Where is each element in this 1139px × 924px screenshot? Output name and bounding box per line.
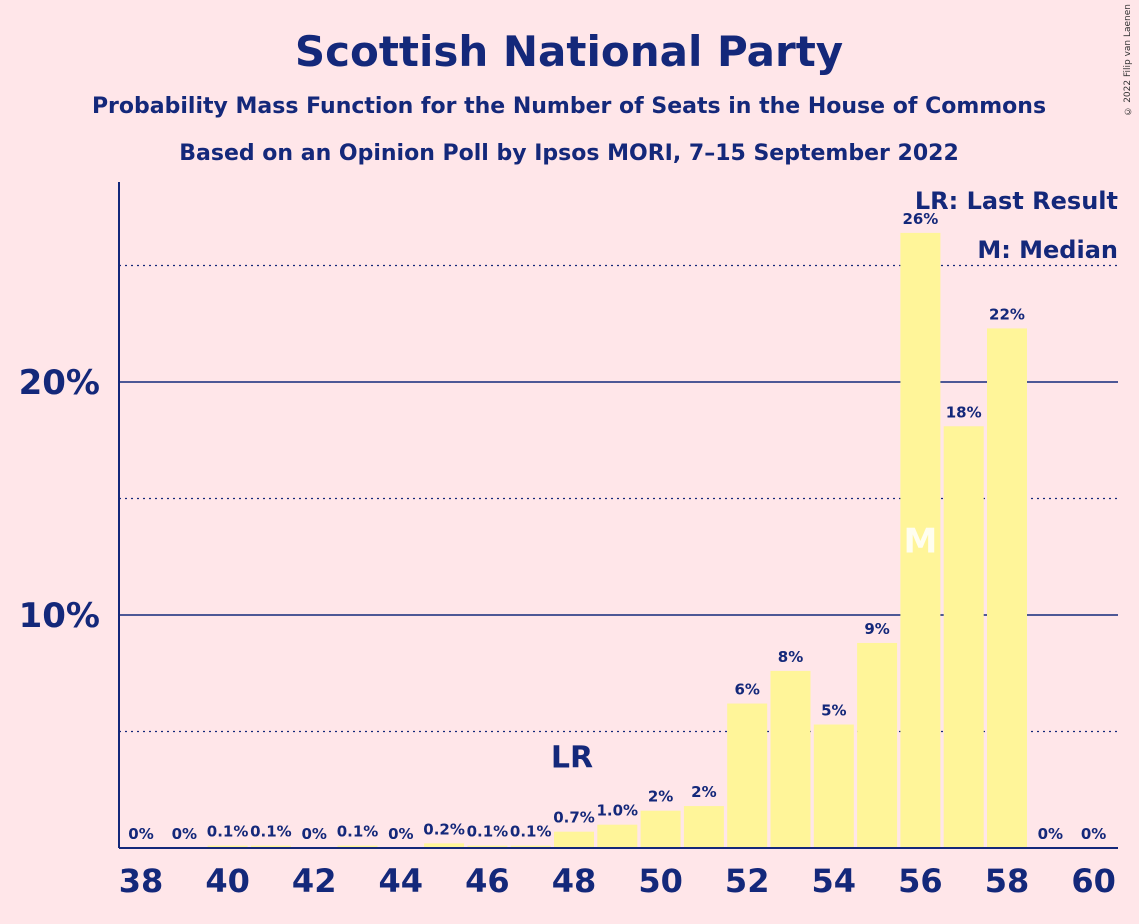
bar-label-seat-46: 0.1% [467, 823, 509, 841]
bar-seat-52 [727, 704, 767, 848]
x-tick-label: 46 [465, 862, 510, 900]
bars: 0% 0% 0.1% 0.1% 0% 0.1% 0% 0.2% 0.1% 0.1%0.7% 1.0%… [128, 210, 1106, 848]
bar-seat-48 [554, 832, 594, 848]
bar-label-seat-42: 0% [301, 825, 326, 843]
bar-label-seat-41: 0.1% [250, 823, 292, 841]
bar-label-seat-50: 2% [648, 788, 673, 806]
bar-label-seat-59: 0% [1038, 825, 1063, 843]
bar-label-seat-39: 0% [172, 825, 197, 843]
bar-label-seat-44: 0% [388, 825, 413, 843]
bar-label-seat-54: 5% [821, 702, 846, 720]
bar-label-seat-55: 9% [864, 620, 889, 638]
bar-seat-57 [944, 426, 984, 848]
x-axis-ticks: 38 40 42 44 46 48 50 52 54 56 58 60 [119, 862, 1116, 900]
x-tick-label: 60 [1071, 862, 1116, 900]
bar-seat-54 [814, 725, 854, 848]
x-tick-label: 56 [898, 862, 943, 900]
bar-seat-53 [771, 671, 811, 848]
bar-label-seat-49: 1.0% [596, 802, 638, 820]
bar-seat-51 [684, 806, 724, 848]
bar-label-seat-53: 8% [778, 648, 803, 666]
x-tick-label: 38 [119, 862, 164, 900]
bar-seat-50 [641, 811, 681, 848]
x-tick-label: 54 [812, 862, 857, 900]
bar-label-seat-60: 0% [1081, 825, 1106, 843]
bar-label-seat-47: 0.1% [510, 823, 552, 841]
bar-label-seat-52: 6% [734, 681, 759, 699]
legend-last-result: LR: Last Result [915, 187, 1118, 215]
y-axis-ticks: 10% 20% [19, 363, 100, 636]
bar-label-seat-51: 2% [691, 783, 716, 801]
bar-label-seat-43: 0.1% [337, 823, 379, 841]
bar-label-seat-58: 22% [989, 305, 1025, 323]
chart-subtitle: Probability Mass Function for the Number… [92, 94, 1046, 119]
x-tick-label: 50 [638, 862, 683, 900]
x-tick-label: 42 [292, 862, 337, 900]
x-tick-label: 48 [552, 862, 597, 900]
chart-title: Scottish National Party [295, 27, 843, 76]
bar-label-seat-48: 0.7% [553, 809, 595, 827]
x-tick-label: 58 [985, 862, 1030, 900]
y-tick-label: 10% [19, 596, 100, 636]
bar-label-seat-38: 0% [128, 825, 153, 843]
copyright-note: © 2022 Filip van Laenen [1123, 4, 1133, 116]
x-tick-label: 44 [379, 862, 424, 900]
bar-seat-58 [987, 328, 1027, 848]
x-tick-label: 40 [205, 862, 250, 900]
median-marker: M [903, 521, 937, 561]
bar-label-seat-40: 0.1% [207, 823, 249, 841]
bar-seat-55 [857, 643, 897, 848]
bar-label-seat-45: 0.2% [423, 820, 465, 838]
last-result-marker: LR [551, 741, 593, 776]
legend-median: M: Median [977, 236, 1118, 264]
chart-subtitle-2: Based on an Opinion Poll by Ipsos MORI, … [179, 141, 959, 166]
x-tick-label: 52 [725, 862, 770, 900]
bar-label-seat-57: 18% [946, 403, 982, 421]
bar-seat-49 [597, 825, 637, 848]
y-tick-label: 20% [19, 363, 100, 403]
